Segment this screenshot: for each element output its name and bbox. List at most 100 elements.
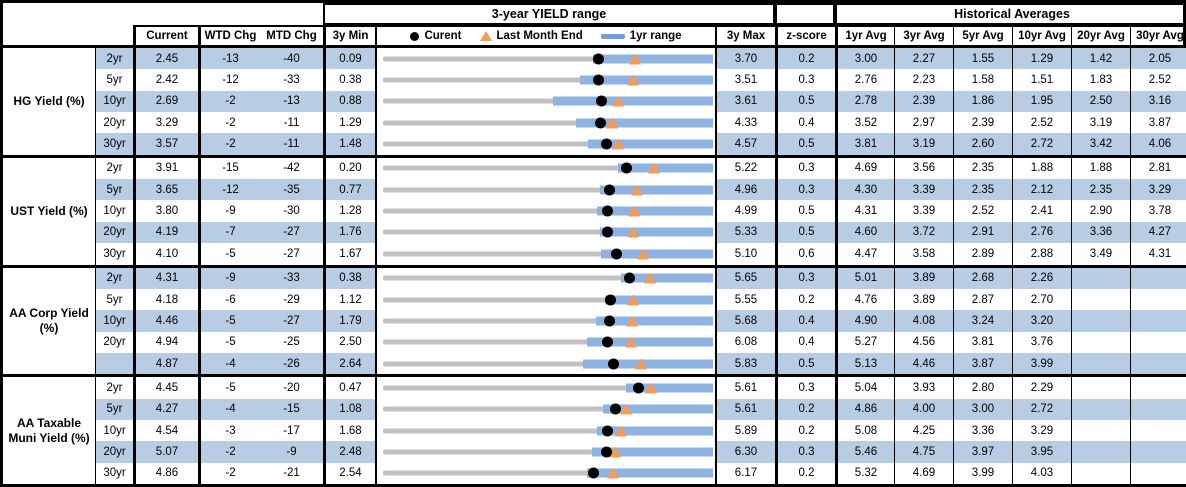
col-header-wtd-chg: WTD Chg (198, 25, 260, 45)
avg-cell-20yr (1071, 288, 1130, 311)
last-month-end-marker (643, 272, 656, 284)
avg-cell-3yr: 3.39 (894, 200, 953, 222)
range-track-3y (383, 141, 713, 147)
range-bar-1yr (625, 383, 713, 393)
avg-cell-3yr: 4.25 (894, 419, 953, 442)
current-dot (592, 74, 604, 86)
min-3y-cell: 0.38 (323, 69, 375, 91)
mtd-chg-cell: -29 (260, 288, 323, 311)
current-cell: 3.65 (133, 179, 198, 201)
historical-averages-title: Historical Averages (835, 3, 1186, 25)
avg-cell-30yr (1130, 331, 1186, 353)
range-bar-1yr (553, 96, 713, 106)
legend-1yr-range-swatch-icon (600, 33, 625, 39)
avg-cell-3yr: 3.58 (894, 243, 953, 265)
range-track-3y (383, 229, 713, 235)
tenor-cell (95, 352, 133, 375)
col-header-avg-30yr: 30yr Avg (1130, 25, 1186, 45)
yield-range-chart (375, 398, 715, 420)
current-cell: 2.42 (133, 69, 198, 91)
max-3y-cell: 6.30 (715, 441, 775, 463)
header-group-spacer (3, 25, 95, 45)
avg-cell-3yr: 3.93 (894, 377, 953, 399)
tenor-cell: 2yr (95, 157, 133, 180)
yield-range-chart (375, 221, 715, 244)
max-3y-cell: 4.99 (715, 200, 775, 222)
avg-cell-20yr: 1.83 (1071, 69, 1130, 91)
tenor-cell: 5yr (95, 398, 133, 420)
avg-cell-1yr: 5.04 (835, 377, 894, 399)
tenor-cell: 10yr (95, 419, 133, 442)
wtd-chg-cell: -12 (198, 179, 260, 201)
current-cell: 3.57 (133, 133, 198, 155)
avg-cell-30yr (1130, 419, 1186, 442)
max-3y-cell: 5.83 (715, 352, 775, 375)
yield-range-chart (375, 69, 715, 91)
last-month-end-marker (626, 226, 639, 238)
last-month-end-marker (634, 358, 647, 370)
zscore-cell: 0.2 (775, 288, 835, 311)
zscore-cell: 0.5 (775, 133, 835, 155)
avg-cell-20yr: 1.88 (1071, 157, 1130, 180)
wtd-chg-cell: -9 (198, 267, 260, 289)
current-cell: 4.86 (133, 462, 198, 484)
avg-cell-5yr: 3.36 (953, 419, 1012, 442)
range-bar-1yr (588, 139, 713, 149)
avg-cell-1yr: 4.60 (835, 221, 894, 244)
avg-cell-1yr: 4.76 (835, 288, 894, 311)
wtd-chg-cell: -15 (198, 157, 260, 180)
avg-cell-30yr: 3.16 (1130, 90, 1186, 113)
avg-cell-5yr: 2.87 (953, 288, 1012, 311)
last-month-end-marker (626, 315, 639, 327)
avg-cell-20yr (1071, 462, 1130, 484)
avg-cell-3yr: 4.56 (894, 331, 953, 353)
min-3y-cell: 1.68 (323, 419, 375, 442)
zscore-cell: 0.2 (775, 419, 835, 442)
header-spacer-left (3, 3, 323, 25)
tenor-cell: 2yr (95, 48, 133, 70)
current-dot (602, 336, 614, 348)
avg-cell-5yr: 2.60 (953, 133, 1012, 155)
current-dot (611, 248, 623, 260)
current-dot (608, 358, 620, 370)
min-3y-cell: 2.64 (323, 352, 375, 375)
current-dot (633, 382, 645, 394)
current-cell: 2.69 (133, 90, 198, 113)
range-bar-1yr (586, 468, 713, 478)
avg-cell-30yr (1130, 398, 1186, 420)
wtd-chg-cell: -13 (198, 48, 260, 70)
range-bar-1yr (620, 273, 713, 283)
group-label: AA Corp Yield (%) (3, 267, 95, 375)
wtd-chg-cell: -5 (198, 331, 260, 353)
current-cell: 2.45 (133, 48, 198, 70)
avg-cell-30yr (1130, 310, 1186, 332)
range-bar-1yr (580, 75, 713, 85)
avg-cell-1yr: 5.08 (835, 419, 894, 442)
wtd-chg-cell: -2 (198, 90, 260, 113)
current-cell: 3.29 (133, 112, 198, 134)
mtd-chg-cell: -9 (260, 441, 323, 463)
yield-range-chart (375, 179, 715, 201)
avg-cell-30yr (1130, 352, 1186, 375)
avg-cell-10yr: 1.95 (1012, 90, 1071, 113)
avg-cell-10yr: 2.41 (1012, 200, 1071, 222)
mtd-chg-cell: -27 (260, 243, 323, 265)
legend-current-item: Curent (410, 30, 462, 42)
tenor-cell: 5yr (95, 69, 133, 91)
avg-cell-20yr (1071, 352, 1130, 375)
wtd-chg-cell: -2 (198, 462, 260, 484)
legend-current-dot-icon (410, 31, 420, 41)
avg-cell-30yr (1130, 377, 1186, 399)
yield-range-chart (375, 419, 715, 442)
wtd-chg-cell: -2 (198, 441, 260, 463)
range-bar-1yr (600, 227, 713, 237)
avg-cell-1yr: 4.90 (835, 310, 894, 332)
avg-cell-3yr: 3.39 (894, 179, 953, 201)
range-bar-1yr (597, 206, 713, 216)
max-3y-cell: 5.55 (715, 288, 775, 311)
avg-cell-5yr: 1.58 (953, 69, 1012, 91)
mtd-chg-cell: -25 (260, 331, 323, 353)
header-row-titles: 3-year YIELD range Historical Averages (3, 3, 1186, 25)
avg-cell-1yr: 5.13 (835, 352, 894, 375)
zscore-cell: 0.4 (775, 310, 835, 332)
